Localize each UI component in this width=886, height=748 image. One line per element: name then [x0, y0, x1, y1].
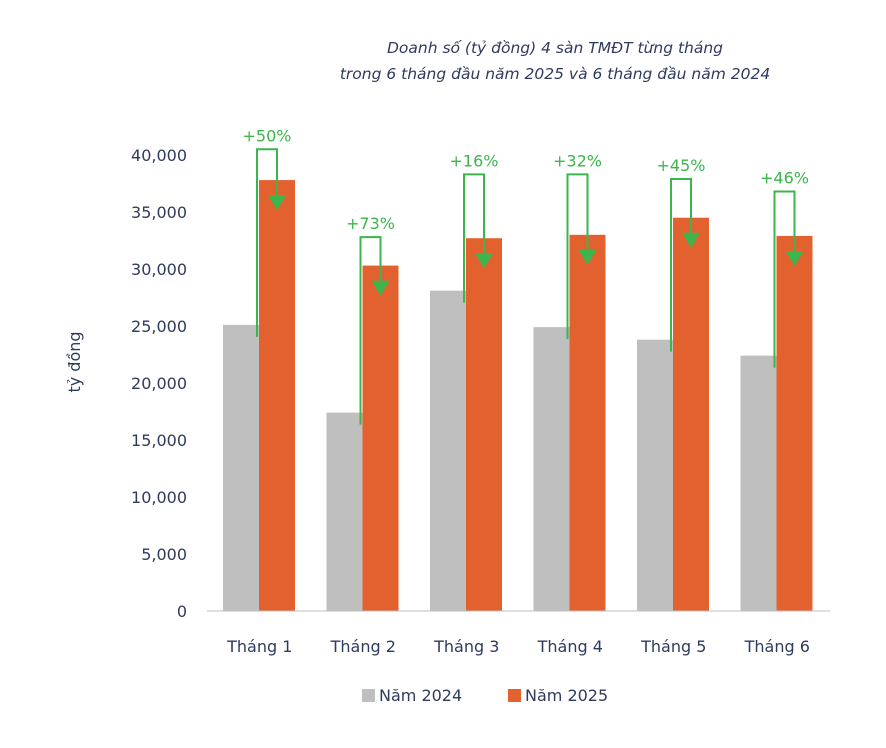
y-tick-label: 10,000: [131, 488, 187, 507]
bar-2024: [430, 290, 466, 611]
growth-annotations: +50% +73% +16% +32% +45% +46%: [243, 126, 809, 425]
x-tick-label: Tháng 4: [537, 637, 603, 656]
bar-2025: [569, 234, 606, 612]
growth-label: +46%: [760, 168, 809, 187]
growth-label: +45%: [657, 156, 706, 175]
y-tick-label: 40,000: [131, 146, 187, 165]
y-tick-label: 30,000: [131, 260, 187, 279]
y-tick-label: 5,000: [141, 545, 187, 564]
bar-2025: [362, 265, 399, 611]
bar-2025: [259, 180, 295, 611]
growth-bracket: [566, 173, 589, 340]
growth-bracket: [463, 173, 485, 303]
bar-2025: [673, 217, 709, 611]
growth-bracket: [773, 190, 796, 368]
legend-label-2025: Năm 2025: [525, 686, 608, 705]
legend-swatch-2025: [508, 689, 521, 702]
x-tick-label: Tháng 1: [226, 637, 292, 656]
growth-bracket: [359, 236, 382, 425]
bar-2024: [637, 339, 673, 611]
bar-2025: [776, 235, 813, 611]
growth-arrowhead: [371, 280, 390, 296]
legend-swatch-2024: [362, 689, 375, 702]
growth-label: +32%: [553, 151, 602, 170]
y-tick-label: 25,000: [131, 317, 187, 336]
growth-bracket: [670, 177, 692, 352]
growth-arrowhead: [578, 249, 597, 265]
x-tick-label: Tháng 5: [640, 637, 706, 656]
bars: [223, 180, 813, 612]
legend-label-2024: Năm 2024: [379, 686, 462, 705]
bar-2024: [740, 355, 777, 611]
growth-label: +16%: [450, 151, 499, 170]
bar-2025: [466, 238, 502, 611]
growth-arrowhead: [785, 250, 804, 266]
x-tick-label: Tháng 6: [744, 637, 810, 656]
growth-arrowhead: [682, 232, 700, 248]
x-tick-label: Tháng 2: [330, 637, 396, 656]
x-tick-label: Tháng 3: [433, 637, 499, 656]
growth-arrowhead: [475, 253, 493, 269]
growth-label: +50%: [243, 126, 292, 145]
chart-title-line-1: Doanh số (tỷ đồng) 4 sàn TMĐT từng tháng: [387, 39, 723, 57]
y-tick-label: 15,000: [131, 431, 187, 450]
growth-label: +73%: [346, 214, 395, 233]
y-tick-label: 0: [177, 602, 187, 621]
y-tick-label: 20,000: [131, 374, 187, 393]
growth-bracket: [256, 148, 278, 337]
legend: Năm 2024 Năm 2025: [362, 686, 608, 705]
growth-arrowhead: [268, 195, 286, 211]
chart-title: Doanh số (tỷ đồng) 4 sàn TMĐT từng tháng…: [340, 39, 770, 83]
x-axis-categories: Tháng 1 Tháng 2 Tháng 3 Tháng 4 Tháng 5 Tháng…: [226, 637, 810, 656]
y-tick-label: 35,000: [131, 203, 187, 222]
bar-2024: [533, 327, 570, 611]
y-axis-label: tỷ đồng: [65, 331, 84, 392]
y-axis-ticks: 0 5,000 10,000 15,000 20,000 25,000 30,000 35,0…: [131, 146, 187, 621]
chart-title-line-2: trong 6 tháng đầu năm 2025 và 6 tháng đầ…: [340, 65, 770, 83]
bar-2024: [326, 412, 363, 611]
bar-2024: [223, 324, 259, 611]
